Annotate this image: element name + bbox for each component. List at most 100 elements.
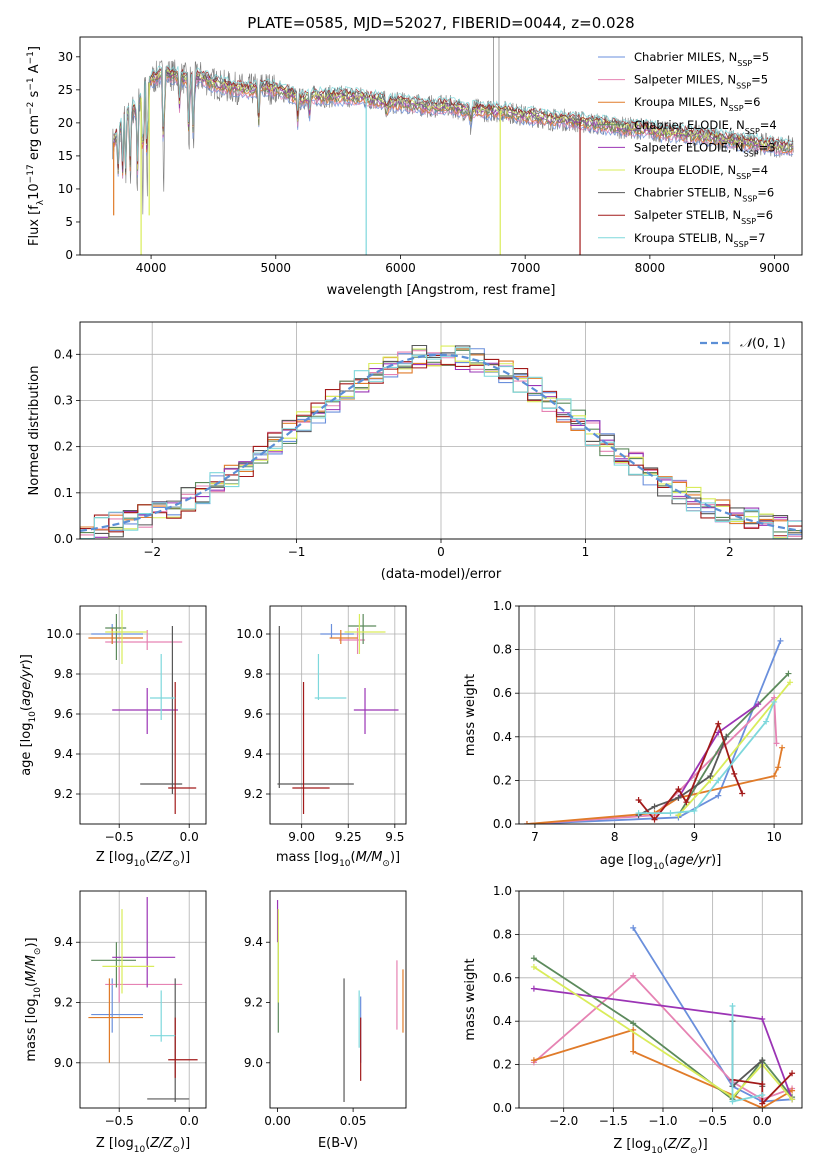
marker-salpeter_stelib [675,786,682,793]
y-tick-label: 0.2 [493,1058,512,1072]
legend-label-nssp: 5 [761,73,768,87]
y-tick-label: 10.0 [236,627,263,641]
marker-salpeter_stelib [789,1070,796,1077]
marker-salpeter_stelib [715,720,722,727]
label-part: M/M [356,850,383,865]
plot-area-mw_vs_age [523,637,794,824]
plot-area-age_vs_mass [277,614,399,814]
x-tick-label: −1 [288,545,306,559]
marker-chabrier_elodie [630,1020,637,1027]
label-part: −1 [26,51,36,64]
axes-mass_vs_ebv: 0.00 0.05 9.0 9.2 9.4 [244,890,407,1128]
label-part: ( [664,853,669,868]
y-tick-label: 9.4 [244,935,263,949]
x-axis-label: age [log10(age/yr)] [600,853,722,872]
frame-mw_vs_age: 7 8 9 10 0.0 0.2 0.4 0.6 0.8 1.0 [493,599,803,844]
label-part: )] [711,853,721,868]
marker-kroupa_elodie [789,1096,796,1103]
label-part: A [27,64,42,77]
frame-age_vs_mass: 9.00 9.25 9.5 9.2 9.4 9.6 9.8 10.0 [236,605,407,844]
y-axis-label: age [log10(age/yr)] [19,654,38,776]
marker-chabrier_stelib [759,1057,766,1064]
y-tick-label: 9.2 [244,787,263,801]
line-kroupa_miles [526,747,783,824]
plot-area-age_vs_z [88,610,197,814]
marker-chabrier_stelib [651,803,658,810]
line-salpeter_miles [526,695,778,824]
x-axis-label: wavelength [Angstrom, rest frame] [327,283,556,298]
legend-label-kroupa_elodie: Kroupa ELODIE, NSSP=4 [634,163,768,181]
label-part: age [log [600,853,653,868]
plot-area-mass_vs_ebv [276,900,404,1102]
x-tick-label: 0.05 [340,1114,367,1128]
label-part: 10 [27,183,42,200]
marker-kroupa_miles [630,1048,637,1055]
legend-label-nssp: 4 [761,163,768,177]
legend-label-sub: SSP [737,59,752,68]
x-axis-label: (data-model)/error [381,567,502,582]
marker-salpeter_stelib [759,1081,766,1088]
legend-label-eq: = [756,208,766,222]
label-part: )] [19,654,34,664]
x-tick-label: 0.0 [180,830,199,844]
marker-kroupa_stelib [635,810,642,817]
marker-kroupa_miles [523,821,530,824]
marker-kroupa_stelib [729,1003,736,1010]
y-tick-label: 0.4 [493,730,512,744]
marker-kroupa_stelib [759,1091,766,1098]
x-tick-label: 0.0 [180,1114,199,1128]
x-tick-label: 9 [691,830,699,844]
axes-frame [79,36,803,256]
label-part: s [27,90,42,101]
line-kroupa_stelib [638,701,775,814]
marker-kroupa_miles [775,764,782,771]
marker-chabrier_elodie [785,670,792,677]
x-axis-label: Z [log10(Z/Z⊙)] [96,850,190,869]
x-tick-label: −2.0 [549,1114,578,1128]
legend-label-salpeter_miles: Salpeter MILES, NSSP=5 [634,73,768,91]
line-kroupa_elodie [533,966,793,1100]
axes-residuals: −2 −1 0 1 2 0.0 0.1 0.2 0.3 0.4 [54,321,803,559]
y-tick-label: 9.6 [244,707,263,721]
marker-chabrier_stelib [723,733,730,740]
legend-label-text: Kroupa STELIB, N [634,231,734,245]
label-part: ] [27,46,42,51]
y-tick-label: 0.6 [493,971,512,985]
frame-mass_vs_ebv: 0.00 0.05 9.0 9.2 9.4 [244,890,407,1128]
label-part: ( [19,706,34,711]
legend-label-kroupa_miles: Kroupa MILES, NSSP=6 [634,95,761,113]
legend-label-text: Kroupa ELODIE, N [634,163,736,177]
y-tick-label: 0.2 [493,773,512,787]
marker-chabrier_miles [777,637,784,644]
marker-salpeter_miles [773,740,780,747]
legend-label-kroupa_stelib: Kroupa STELIB, NSSP=7 [634,231,766,249]
legend-label-nssp: 6 [753,95,760,109]
legend-label-salpeter_stelib: Salpeter STELIB, NSSP=6 [634,208,773,226]
legend-label-text: Salpeter MILES, N [634,73,736,87]
label-part: age/yr [19,663,34,706]
y-tick-label: 9.0 [54,1056,73,1070]
y-tick-label: 0.6 [493,686,512,700]
axes-frame [269,890,407,1109]
y-tick-label: 5 [65,215,73,229]
label-part: 10 [339,859,351,869]
frame-mw_vs_z: −2.0 −1.5 −1.0 −0.5 0.0 0.0 0.2 0.4 0.6 0.8 1.0 [493,884,803,1128]
marker-chabrier_miles [715,792,722,799]
legend-label-eq: = [759,140,769,154]
axes-frame [518,890,803,1109]
marker-kroupa_stelib [667,810,674,817]
y-tick-label: 1.0 [493,599,512,613]
legend-label-eq: = [751,73,761,87]
x-tick-label: 9.5 [385,830,404,844]
legend-label-nssp: 7 [758,231,765,245]
label-part: Z/Z [149,850,173,865]
x-tick-label: 10 [766,830,781,844]
axes-frame [79,605,207,825]
y-tick-label: 9.4 [54,935,73,949]
marker-salpeter_stelib [759,1100,766,1107]
y-tick-label: 0.3 [54,393,73,407]
legend-label-sub: SSP [736,172,751,181]
legend-label-text: Salpeter STELIB, N [634,208,741,222]
axes-age_vs_mass: 9.00 9.25 9.5 9.2 9.4 9.6 9.8 10.0 [236,605,407,844]
legend-label-text: Chabrier MILES, N [634,50,737,64]
